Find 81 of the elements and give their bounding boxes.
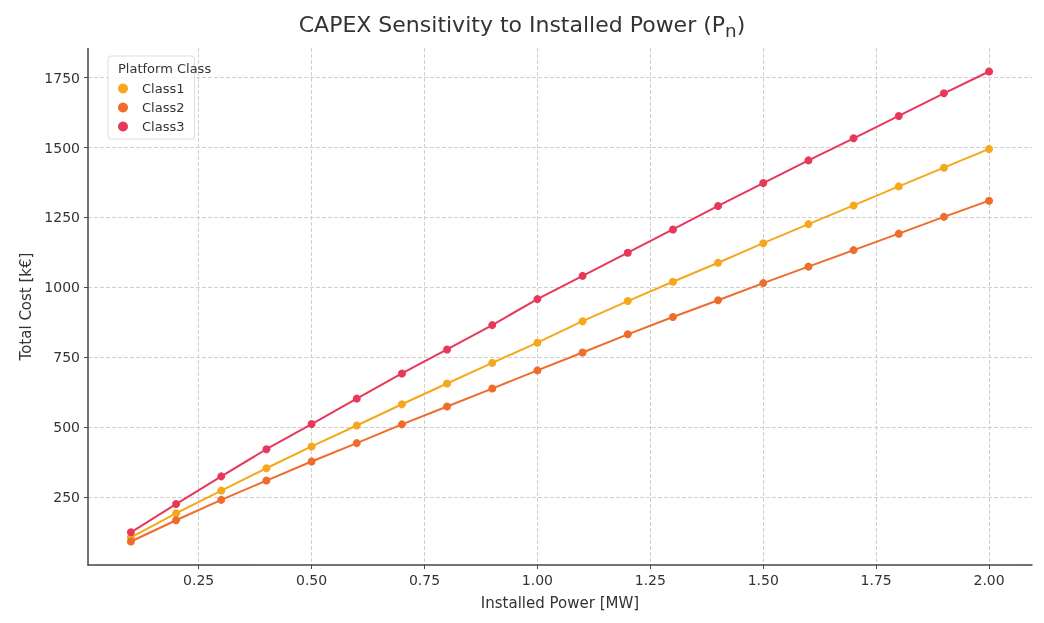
chart-title: CAPEX Sensitivity to Installed Power (P$_{n}$)	[297, 11, 747, 44]
point	[262, 445, 271, 454]
point	[397, 400, 406, 409]
point	[985, 196, 994, 205]
point	[578, 348, 587, 357]
point	[352, 439, 361, 448]
point	[578, 271, 587, 280]
point	[623, 297, 632, 306]
point	[262, 476, 271, 485]
point	[488, 358, 497, 367]
legend-label: Class2	[142, 100, 185, 115]
point	[533, 295, 542, 304]
point	[397, 369, 406, 378]
x-tick-label: 0.50	[295, 572, 328, 588]
point	[126, 528, 135, 537]
point	[714, 296, 723, 305]
point	[894, 229, 903, 238]
point	[894, 182, 903, 191]
point	[443, 379, 452, 388]
point	[759, 279, 768, 288]
x-tick-label: 2.00	[973, 572, 1005, 588]
point	[939, 89, 948, 98]
point	[623, 248, 632, 257]
point	[443, 345, 452, 354]
y-tick-label: 1000	[44, 279, 80, 296]
y-tick-label: 1250	[44, 209, 80, 226]
x-tick-label: 1.00	[521, 572, 553, 588]
point	[849, 134, 858, 143]
point	[668, 277, 677, 286]
point	[804, 220, 813, 229]
point	[172, 500, 181, 509]
x-tick-label: 0.25	[183, 572, 215, 588]
point	[533, 338, 542, 347]
point	[488, 384, 497, 393]
legend-label: Class3	[142, 119, 185, 134]
point	[352, 421, 361, 430]
point	[217, 472, 226, 481]
point	[307, 457, 316, 466]
point	[894, 111, 903, 120]
point	[217, 486, 226, 495]
legend-title: Platform Class	[118, 61, 212, 76]
point	[172, 509, 181, 518]
x-tick-label: 1.25	[634, 572, 666, 588]
point	[443, 402, 452, 411]
point	[804, 156, 813, 165]
point	[849, 201, 858, 210]
point	[985, 67, 994, 76]
point	[939, 163, 948, 172]
y-tick-label: 1750	[44, 69, 80, 86]
point	[533, 366, 542, 375]
point	[849, 246, 858, 255]
point	[759, 179, 768, 188]
x-tick-label: 1.75	[860, 572, 892, 588]
point	[985, 144, 994, 153]
point	[623, 330, 632, 339]
point	[126, 537, 135, 546]
x-tick-label: 1.50	[747, 572, 779, 588]
point	[714, 201, 723, 210]
point	[668, 225, 677, 234]
point	[714, 258, 723, 267]
x-axis-title: Installed Power [MW]	[480, 593, 640, 612]
point	[488, 321, 497, 330]
point	[307, 420, 316, 429]
point	[307, 442, 316, 451]
point	[397, 420, 406, 429]
y-tick-label: 250	[53, 489, 80, 506]
point	[939, 212, 948, 221]
point	[578, 317, 587, 326]
point	[668, 312, 677, 321]
y-tick-label: 750	[53, 349, 80, 366]
point	[804, 262, 813, 271]
point	[759, 239, 768, 248]
point	[352, 394, 361, 403]
legend-label: Class1	[142, 81, 185, 96]
y-tick-label: 500	[53, 419, 80, 436]
point	[262, 464, 271, 473]
point	[217, 495, 226, 504]
y-axis-title: Total Cost [k€]	[16, 252, 35, 362]
y-tick-label: 1500	[44, 139, 80, 156]
x-tick-label: 0.75	[408, 572, 441, 588]
point	[172, 516, 181, 525]
